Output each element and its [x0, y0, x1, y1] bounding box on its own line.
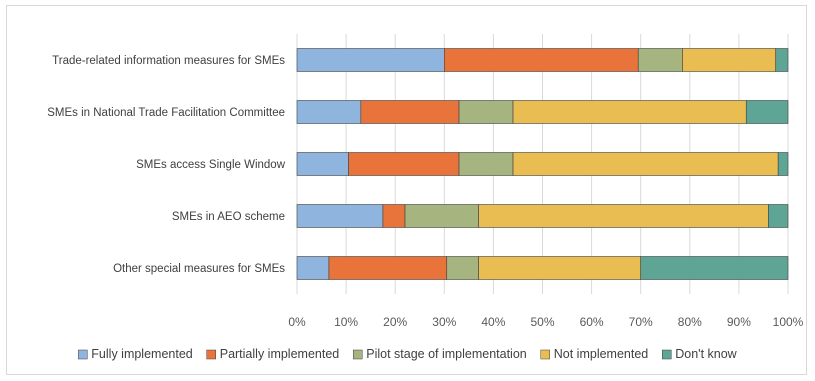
legend: Fully implemented Partially implemented Pi…	[78, 347, 738, 361]
bar-segment	[328, 256, 448, 280]
bar-segment	[296, 152, 349, 176]
bars	[296, 48, 789, 280]
x-tick-label: 80%	[678, 315, 702, 329]
bar-segment	[404, 204, 479, 228]
category-label: Trade-related information measures for S…	[52, 55, 285, 67]
x-tick-label: 90%	[727, 315, 751, 329]
x-tick-label: 40%	[481, 315, 505, 329]
legend-swatch	[540, 349, 550, 360]
bar-segment	[478, 204, 769, 228]
bar-segment	[637, 48, 683, 72]
bar-segment	[296, 256, 330, 280]
bar-segment	[296, 48, 445, 72]
legend-label: Partially implemented	[220, 347, 340, 361]
bar-segment	[296, 204, 384, 228]
x-tick-label: 50%	[530, 315, 554, 329]
bar-segment	[512, 152, 779, 176]
bar-segment	[360, 100, 460, 124]
x-tick-label: 70%	[629, 315, 653, 329]
x-tick-label: 20%	[383, 315, 407, 329]
bar-segment	[458, 100, 514, 124]
legend-swatch	[206, 349, 216, 360]
bar-segment	[458, 152, 514, 176]
bar-segment	[745, 100, 789, 124]
bar-segment	[640, 256, 789, 280]
bar-segment	[478, 256, 642, 280]
bar-segment	[296, 100, 362, 124]
bar-segment	[446, 256, 479, 280]
legend-label: Don't know	[675, 347, 737, 361]
x-tick-label: 0%	[288, 315, 306, 329]
legend-swatch	[352, 349, 363, 360]
bar-segment	[777, 152, 789, 176]
x-tick-label: 60%	[580, 315, 604, 329]
category-labels: Trade-related information measures for S…	[47, 55, 285, 275]
x-axis-tick-labels: 0% 10% 20% 30% 40% 50% 60% 70% 80% 90% 100%	[288, 315, 803, 329]
legend-label: Pilot stage of implementation	[366, 347, 527, 361]
legend-label: Fully implemented	[91, 347, 192, 361]
category-label: SMEs in AEO scheme	[172, 211, 285, 223]
category-label: SMEs in National Trade Facilitation Comm…	[47, 107, 285, 119]
legend-swatch	[78, 349, 88, 360]
bar-segment	[682, 48, 777, 72]
bar-segment	[768, 204, 789, 228]
bar-segment	[443, 48, 639, 72]
x-tick-label: 10%	[334, 315, 358, 329]
x-tick-label: 30%	[432, 315, 456, 329]
legend-label: Not implemented	[554, 347, 649, 361]
category-label: Other special measures for SMEs	[113, 263, 285, 275]
x-tick-label: 100%	[773, 315, 804, 329]
bar-segment	[348, 152, 460, 176]
legend-swatch	[662, 349, 672, 360]
bar-segment	[382, 204, 406, 228]
category-label: SMEs access Single Window	[136, 159, 286, 171]
bar-segment	[775, 48, 789, 72]
bar-segment	[512, 100, 747, 124]
